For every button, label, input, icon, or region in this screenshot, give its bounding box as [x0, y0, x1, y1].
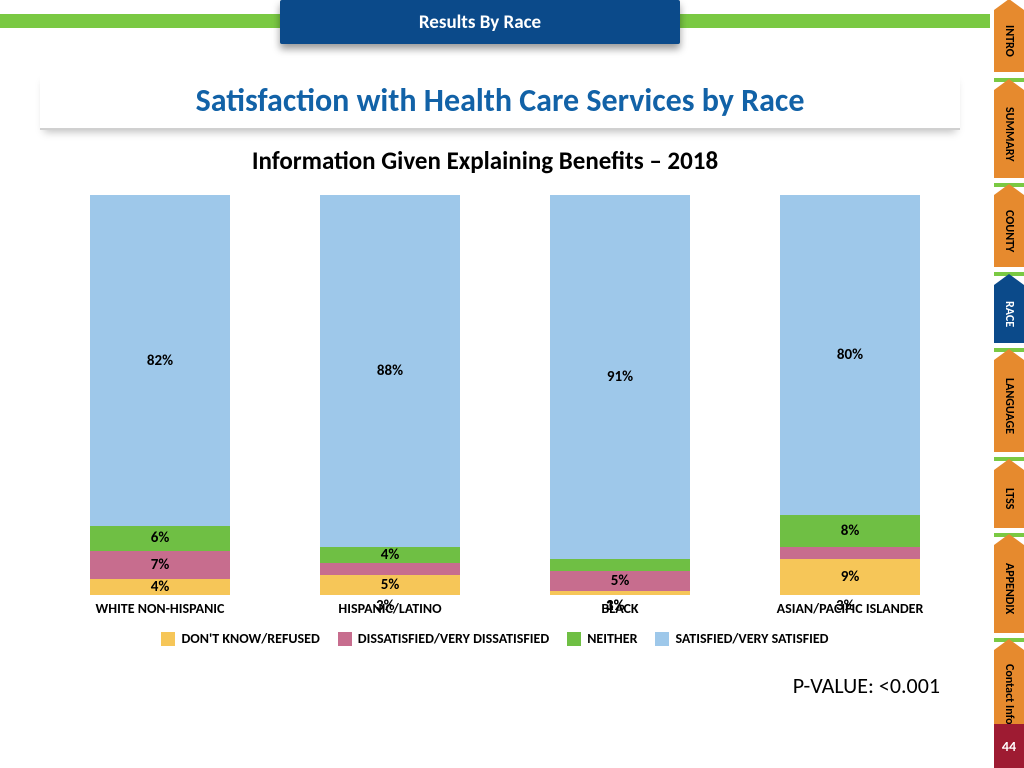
bar-column: 5% 4%88%	[320, 195, 460, 595]
page-number: 44	[994, 724, 1024, 768]
bar-segment-dis: 7%	[90, 551, 230, 579]
bar-column: 4%7%6%82%	[90, 195, 230, 595]
bar-segment-sat: 88%	[320, 195, 460, 547]
nav-tab-summary[interactable]: SUMMARY	[994, 90, 1024, 178]
nav-tab-appendix[interactable]: APPENDIX	[994, 545, 1024, 633]
slide: Results By Race Satisfaction with Health…	[0, 0, 1024, 768]
legend-label: SATISFIED/VERY SATISFIED	[675, 630, 828, 647]
side-nav: INTRO SUMMARY COUNTY RACE LANGUAGE LTSS APPEND…	[994, 0, 1024, 768]
bar-segment-nei: 4%	[320, 547, 460, 563]
legend-label: DISSATISFIED/VERY DISSATISFIED	[358, 630, 549, 647]
bar-segment-dis	[320, 563, 460, 575]
legend-item-sat: SATISFIED/VERY SATISFIED	[655, 630, 828, 647]
category-labels: WHITE NON-HISPANICHISPANIC/LATINOBLACKAS…	[60, 600, 930, 620]
bar-column: 5% 91%	[550, 195, 690, 595]
legend: DON'T KNOW/REFUSED DISSATISFIED/VERY DISS…	[60, 630, 930, 647]
category-label: HISPANIC/LATINO	[295, 600, 485, 617]
bar-segment-dk	[550, 591, 690, 595]
bar-segment-dk: 9%	[780, 559, 920, 595]
category-label: BLACK	[550, 600, 690, 617]
bar-segment-nei: 6%	[90, 526, 230, 550]
page-title: Satisfaction with Health Care Services b…	[196, 81, 805, 120]
p-value: P-VALUE: <0.001	[0, 672, 940, 699]
nav-tab-county[interactable]: COUNTY	[994, 195, 1024, 267]
bar-segment-nei	[550, 559, 690, 571]
bar-segment-dis	[780, 547, 920, 559]
nav-tab-ltss[interactable]: LTSS	[994, 470, 1024, 528]
stacked-bar-chart: 4%7%6%82%3%5%4%88%1%3%5%91%3%9%8%80%	[60, 195, 930, 595]
legend-label: DON'T KNOW/REFUSED	[181, 630, 319, 647]
legend-item-dk: DON'T KNOW/REFUSED	[161, 630, 319, 647]
header-tab-label: Results By Race	[419, 11, 541, 34]
category-label: WHITE NON-HISPANIC	[55, 600, 265, 617]
header-tab: Results By Race	[280, 0, 680, 44]
legend-swatch	[161, 632, 175, 646]
legend-swatch	[655, 632, 669, 646]
legend-swatch	[338, 632, 352, 646]
bar-column: 9% 8%80%	[780, 195, 920, 595]
category-label: ASIAN/PACIFIC ISLANDER	[740, 600, 960, 617]
bar-segment-sat: 91%	[550, 195, 690, 559]
bar-segment-sat: 82%	[90, 195, 230, 526]
legend-item-nei: NEITHER	[567, 630, 637, 647]
title-wrap: Satisfaction with Health Care Services b…	[40, 72, 960, 130]
chart-subtitle: Information Given Explaining Benefits – …	[0, 145, 970, 176]
nav-tab-language[interactable]: LANGUAGE	[994, 360, 1024, 452]
bar-segment-sat: 80%	[780, 195, 920, 515]
nav-tab-intro[interactable]: INTRO	[994, 10, 1024, 72]
bar-segment-dk: 5%	[320, 575, 460, 595]
bar-segment-dis: 5%	[550, 571, 690, 591]
legend-item-dis: DISSATISFIED/VERY DISSATISFIED	[338, 630, 549, 647]
bar-segment-dk: 4%	[90, 579, 230, 595]
legend-label: NEITHER	[587, 630, 637, 647]
legend-swatch	[567, 632, 581, 646]
nav-tab-race[interactable]: RACE	[994, 285, 1024, 343]
page-number-value: 44	[1002, 738, 1016, 755]
bar-segment-nei: 8%	[780, 515, 920, 547]
